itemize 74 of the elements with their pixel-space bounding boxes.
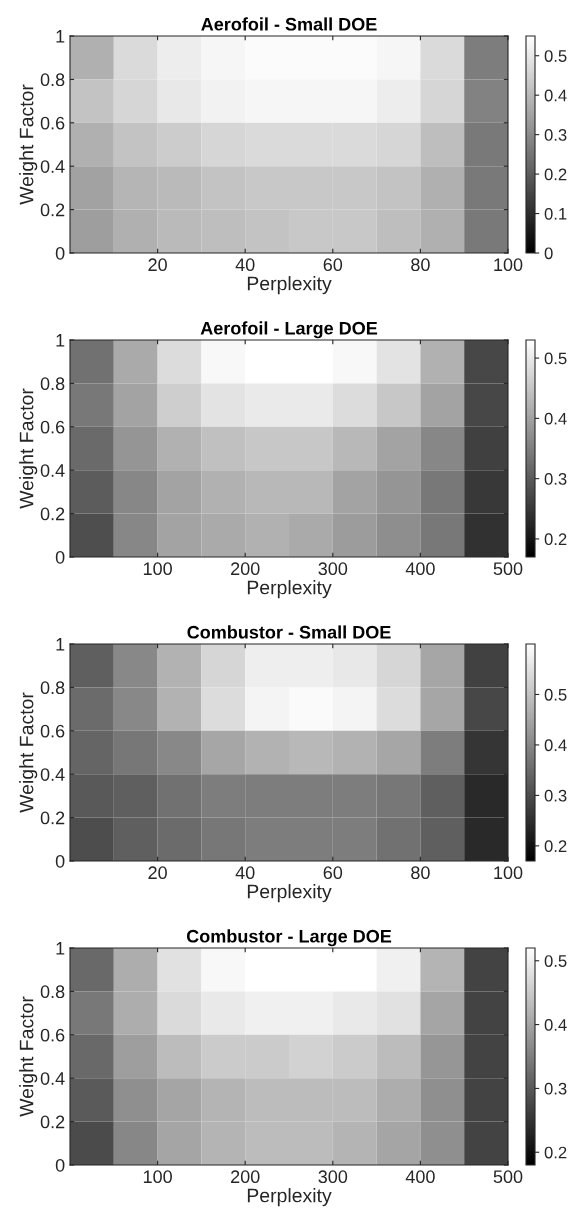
x-tick-label: 100 (143, 1170, 172, 1184)
x-tick-label: 100 (494, 866, 523, 880)
y-tick-label: 1 (56, 942, 65, 955)
x-tick-label: 300 (318, 1170, 348, 1184)
y-tick-label: 0.4 (40, 768, 65, 781)
y-tick-label: 0 (55, 550, 65, 564)
color-bar-label: 0.2 (544, 1146, 567, 1159)
color-bar-label: 0.3 (544, 1082, 567, 1095)
x-tick-label: 200 (231, 562, 260, 576)
x-tick-label: 200 (231, 1170, 260, 1184)
y-tick-label: 1 (56, 30, 65, 43)
chart-title: Combustor - Small DOE (187, 625, 391, 639)
y-tick-label: 1 (56, 334, 65, 347)
chart-title: Aerofoil - Large DOE (200, 321, 378, 339)
y-tick-label: 0.4 (40, 1072, 65, 1085)
y-tick-label: 0.6 (40, 420, 65, 434)
x-axis-title: Perplexity (247, 276, 332, 295)
x-tick-label: 20 (148, 866, 167, 880)
color-bar-label: 0.4 (544, 739, 567, 752)
y-tick-label: 0 (55, 854, 65, 868)
x-axis-title: Perplexity (247, 580, 332, 599)
y-tick-label: 0.4 (40, 464, 65, 477)
y-tick-label: 0.2 (40, 811, 65, 825)
x-tick-label: 80 (411, 258, 430, 272)
y-tick-label: 0 (55, 1158, 65, 1172)
y-tick-label: 0.2 (40, 507, 65, 521)
color-bar-label: 0.3 (544, 129, 567, 141)
y-axis-title: Weight Factor (19, 388, 38, 509)
color-bar-label: 0.5 (544, 352, 567, 365)
x-tick-label: 100 (143, 562, 172, 576)
y-tick-label: 0.8 (40, 985, 65, 999)
x-tick-label: 80 (411, 866, 430, 880)
x-axis-title: Perplexity (247, 884, 332, 903)
y-axis-title: Weight Factor (19, 692, 38, 813)
chart-title: Aerofoil - Small DOE (201, 17, 377, 31)
y-tick-label: 0.4 (40, 160, 65, 173)
color-bar-label: 0.3 (544, 789, 567, 802)
color-bar-label: 0.5 (544, 50, 567, 62)
y-tick-label: 0.6 (40, 116, 65, 130)
x-tick-label: 20 (148, 258, 167, 272)
y-tick-label: 0 (55, 246, 65, 260)
x-tick-label: 100 (494, 258, 523, 272)
y-axis-title: Weight Factor (19, 996, 38, 1117)
y-tick-label: 0.8 (40, 377, 65, 391)
x-tick-label: 500 (493, 562, 523, 576)
x-tick-label: 40 (235, 258, 255, 272)
x-tick-label: 400 (405, 1170, 435, 1184)
x-tick-label: 60 (323, 258, 343, 272)
x-tick-label: 40 (235, 866, 255, 880)
chart-title: Combustor - Large DOE (186, 929, 392, 947)
x-axis-title: Perplexity (247, 1188, 332, 1207)
x-tick-label: 60 (323, 866, 343, 880)
color-bar-label: 0.4 (544, 89, 567, 102)
color-bar-label: 0.2 (544, 840, 567, 853)
color-bar-label: 0.4 (544, 412, 567, 425)
y-tick-label: 1 (56, 638, 65, 651)
y-tick-label: 0.2 (40, 1115, 65, 1129)
color-bar-label: 0.2 (544, 168, 567, 181)
y-tick-label: 0.6 (40, 1028, 65, 1042)
color-bar-label: 0.5 (544, 688, 567, 701)
color-bar-label: 0.3 (544, 473, 567, 485)
color-bar-label: 0.4 (544, 1018, 567, 1031)
x-tick-label: 300 (318, 562, 348, 576)
x-tick-label: 500 (493, 1170, 523, 1184)
color-bar-label: 0.5 (544, 955, 567, 967)
x-tick-label: 400 (405, 562, 435, 576)
y-axis-title: Weight Factor (19, 84, 38, 205)
y-tick-label: 0.6 (40, 724, 65, 738)
color-bar-label: 0 (544, 247, 553, 260)
y-tick-label: 0.8 (40, 681, 65, 695)
color-bar-label: 0.1 (544, 207, 567, 220)
y-tick-label: 0.2 (40, 203, 65, 217)
y-tick-label: 0.8 (40, 73, 65, 87)
color-bar-label: 0.2 (544, 533, 567, 546)
